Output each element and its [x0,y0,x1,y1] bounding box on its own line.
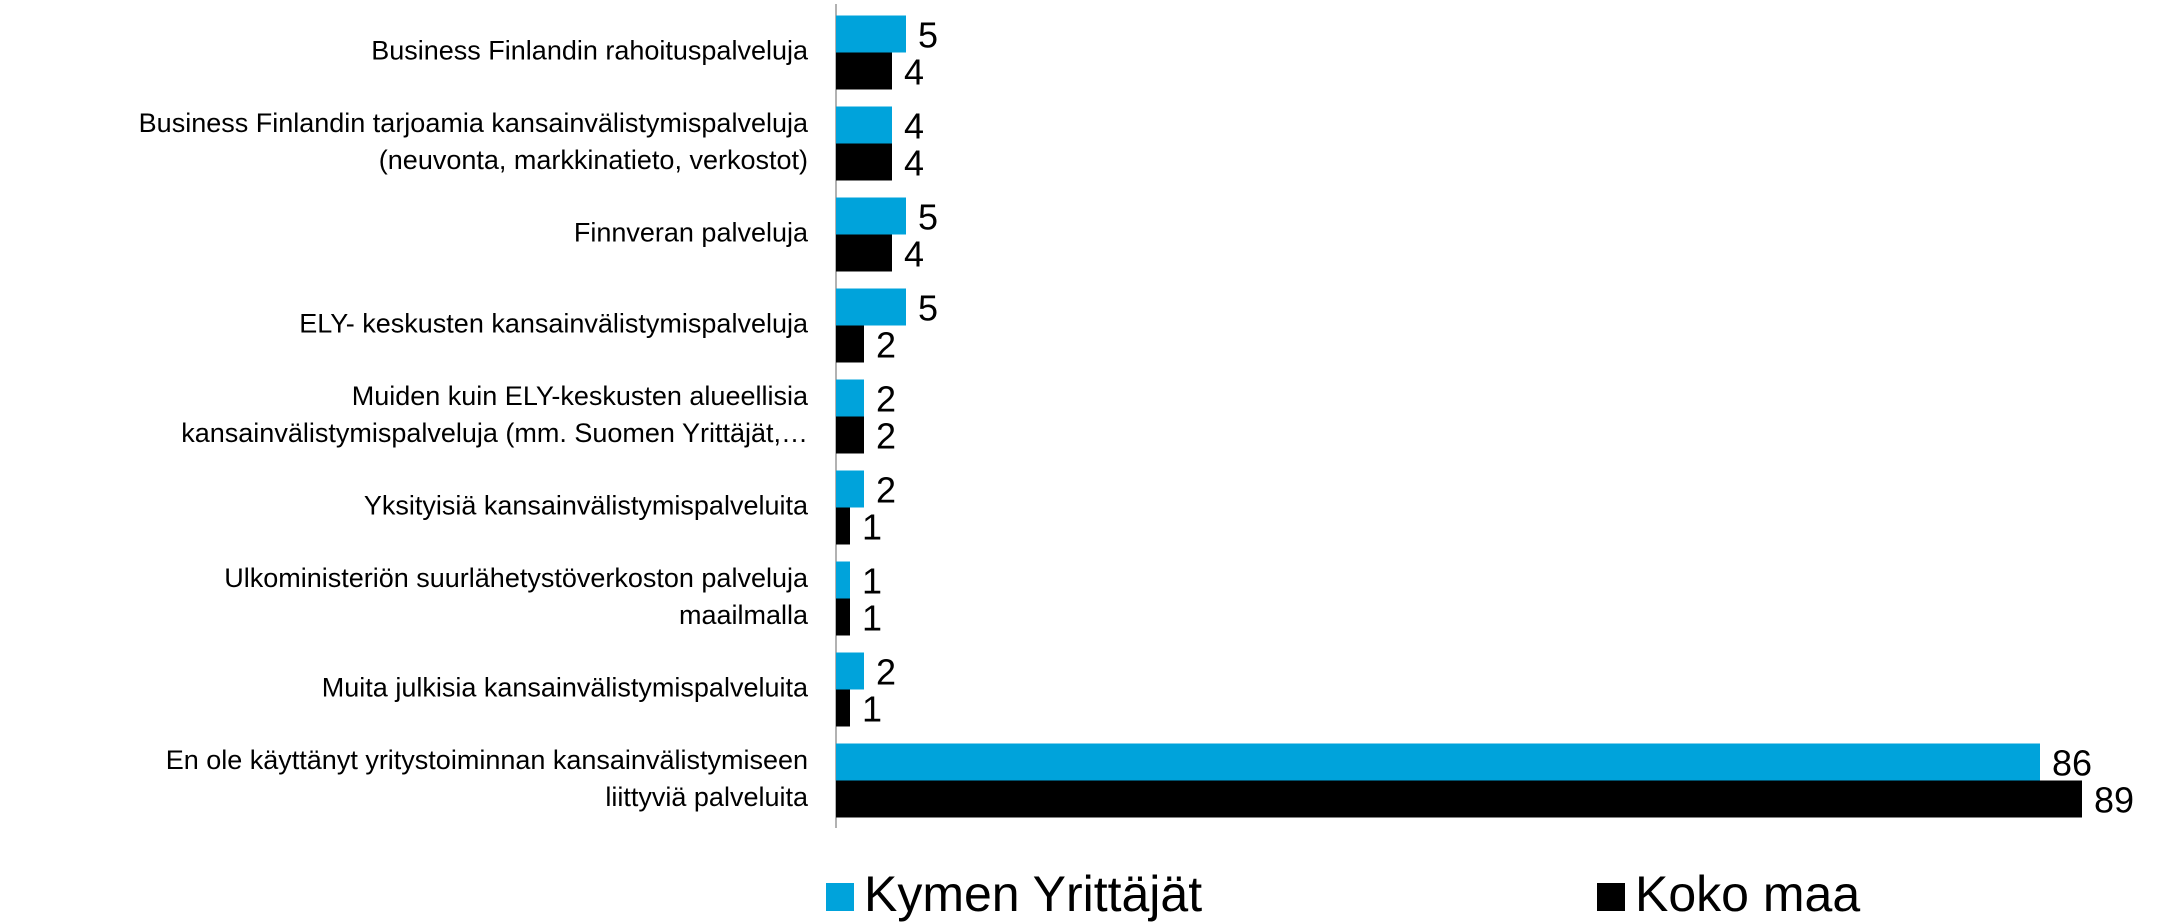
category-label: Business Finlandin rahoituspalveluja [371,36,809,66]
data-label: 2 [876,325,896,366]
bar [836,689,850,727]
category-label: (neuvonta, markkinatieto, verkostot) [379,145,808,175]
data-label: 5 [918,197,938,238]
data-label: 4 [904,106,924,147]
data-label: 2 [876,379,896,420]
data-label: 86 [2052,743,2092,784]
bar [836,561,850,599]
category-label: En ole käyttänyt yritystoiminnan kansain… [166,745,808,775]
data-label: 4 [904,52,924,93]
bar [836,470,864,508]
bar [836,288,906,326]
category-label: ELY- keskusten kansainvälistymispalveluj… [299,309,809,339]
data-label: 2 [876,470,896,511]
category-label: Ulkoministeriön suurlähetystöverkoston p… [224,563,809,593]
data-label: 5 [918,288,938,329]
bar [836,598,850,636]
bar [836,143,892,181]
category-label: kansainvälistymispalveluja (mm. Suomen Y… [181,418,808,448]
data-label: 4 [904,234,924,275]
legend-swatch [1597,883,1625,911]
bar [836,106,892,144]
bar [836,507,850,545]
data-label: 1 [862,689,882,730]
category-label: Muiden kuin ELY-keskusten alueellisia [352,381,809,411]
data-label: 5 [918,15,938,56]
legend-label: Koko maa [1635,866,1860,922]
bar [836,197,906,235]
category-label: liittyviä palveluita [605,782,809,812]
data-label: 1 [862,507,882,548]
data-label: 1 [862,598,882,639]
bar [836,652,864,690]
category-label: maailmalla [679,600,809,630]
data-label: 89 [2094,780,2134,821]
legend-label: Kymen Yrittäjät [864,866,1202,922]
data-label: 4 [904,143,924,184]
data-label: 1 [862,561,882,602]
category-label: Business Finlandin tarjoamia kansainväli… [139,108,809,138]
data-label: 2 [876,652,896,693]
bar [836,234,892,272]
data-label: 2 [876,416,896,457]
category-label: Finnveran palveluja [574,218,809,248]
category-label: Muita julkisia kansainvälistymispalvelui… [322,673,809,703]
bar [836,379,864,417]
bar [836,15,906,53]
bar [836,52,892,90]
bar [836,416,864,454]
legend-swatch [826,883,854,911]
category-label: Yksityisiä kansainvälistymispalveluita [364,491,809,521]
bar [836,743,2040,781]
bar [836,325,864,363]
bar [836,780,2082,818]
